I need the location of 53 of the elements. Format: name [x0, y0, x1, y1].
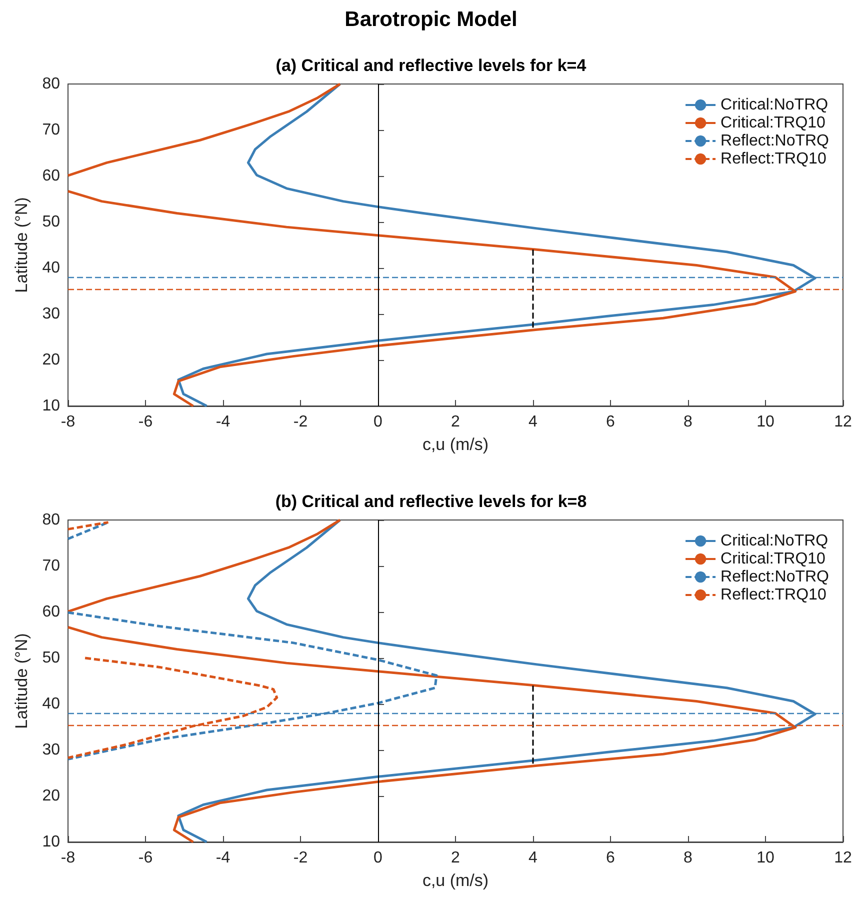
legend-label: Reflect:NoTRQ: [720, 132, 829, 150]
x-axis-title: c,u (m/s): [422, 435, 489, 454]
x-tick-label: 2: [451, 414, 460, 430]
y-axis-title: Latitude (°N): [12, 197, 31, 293]
x-tick-label: 6: [606, 414, 616, 430]
legend-label: Reflect:TRQ10: [720, 150, 826, 168]
y-tick-label: 60: [42, 168, 60, 184]
y-tick-label: 80: [42, 512, 60, 528]
text: Barotropic Model: [344, 7, 518, 33]
x-tick-label: 10: [756, 414, 774, 430]
x-tick-label: 12: [834, 850, 852, 866]
x-tick-label: -4: [216, 850, 230, 866]
x-tick-label: -6: [138, 850, 153, 866]
legend-label: Reflect:NoTRQ: [720, 568, 829, 586]
x-tick-label: 8: [684, 850, 693, 866]
y-tick-label: 10: [42, 834, 60, 850]
y-tick-label: 30: [42, 742, 60, 758]
x-tick-label: -8: [60, 414, 76, 430]
x-tick-label: 2: [451, 850, 460, 866]
y-tick-label: 70: [42, 122, 60, 138]
x-tick-label: 10: [756, 850, 774, 866]
y-tick-label: 50: [42, 214, 60, 230]
chart-title: (b) Critical and reflective levels for k=8: [275, 492, 587, 511]
x-tick-label: 6: [606, 850, 616, 866]
y-axis-title: Latitude (°N): [12, 633, 31, 729]
x-tick-label: -8: [60, 850, 76, 866]
legend-label: Reflect:TRQ10: [720, 586, 826, 604]
y-tick-label: 40: [42, 260, 60, 276]
y-tick-label: 20: [42, 352, 60, 368]
x-tick-label: 4: [528, 414, 538, 430]
x-tick-label: -2: [293, 850, 308, 866]
x-tick-label: -2: [293, 414, 308, 430]
x-tick-label: 0: [374, 850, 383, 866]
x-tick-label: -4: [216, 414, 230, 430]
legend-label: Critical:TRQ10: [720, 114, 826, 132]
y-tick-label: 30: [42, 306, 60, 322]
legend-label: Critical:NoTRQ: [720, 96, 828, 114]
x-tick-label: 0: [374, 414, 383, 430]
y-tick-label: 20: [42, 788, 60, 804]
y-tick-label: 70: [42, 558, 60, 574]
legend-label: Critical:TRQ10: [720, 550, 826, 568]
x-tick-label: -6: [138, 414, 153, 430]
x-tick-label: 8: [684, 414, 693, 430]
y-tick-label: 40: [42, 696, 60, 712]
y-tick-label: 80: [42, 76, 60, 92]
x-axis-title: c,u (m/s): [422, 871, 489, 890]
x-tick-label: 4: [528, 850, 538, 866]
x-tick-label: 12: [834, 414, 852, 430]
y-tick-label: 10: [42, 398, 60, 414]
chart-title: (a) Critical and reflective levels for k=4: [276, 56, 587, 75]
legend-label: Critical:NoTRQ: [720, 532, 828, 550]
y-tick-label: 50: [42, 650, 60, 666]
y-tick-label: 60: [42, 604, 60, 620]
